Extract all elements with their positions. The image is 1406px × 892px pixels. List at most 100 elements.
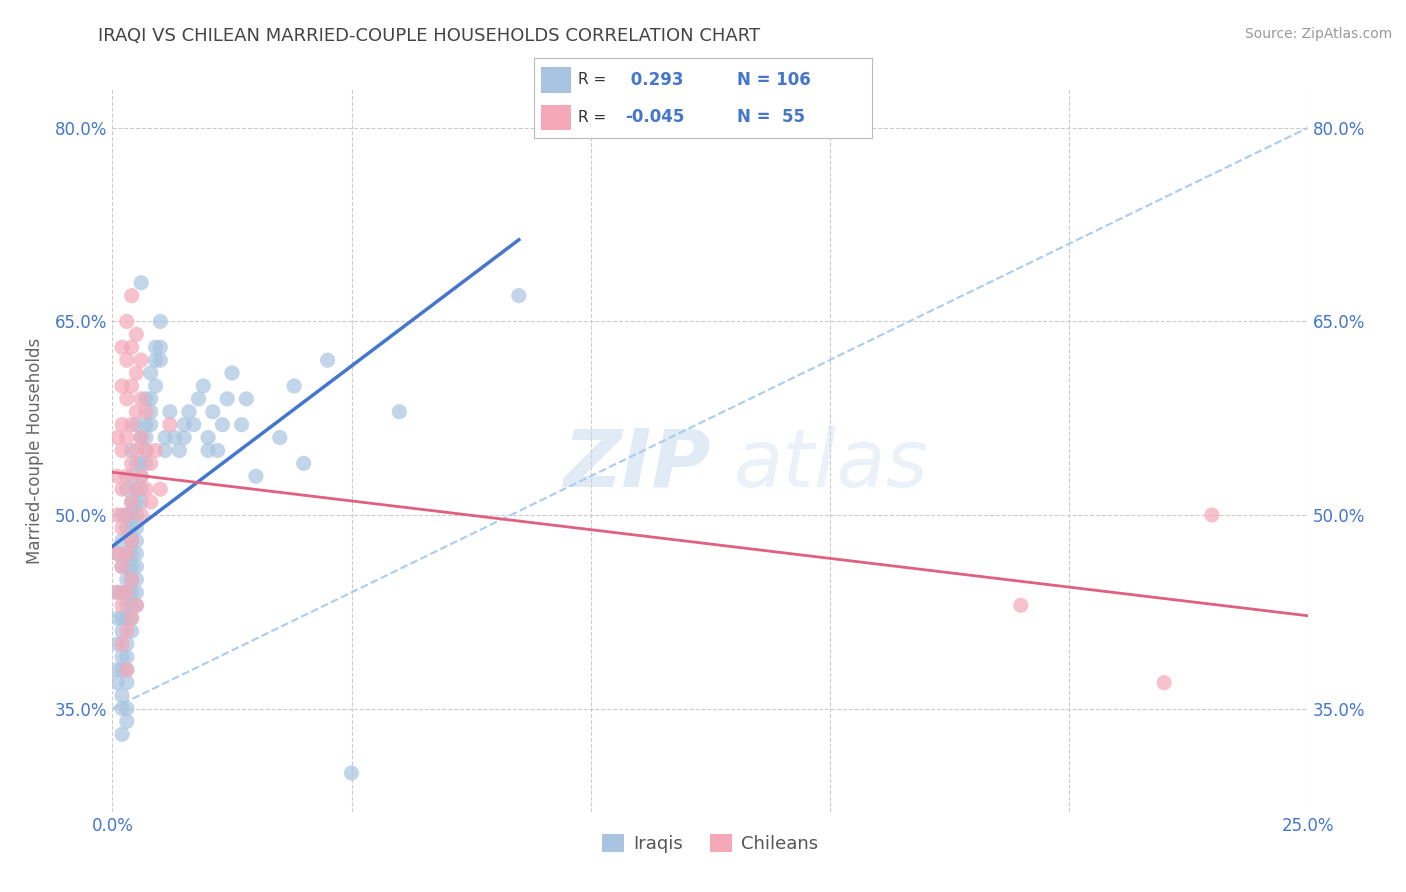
Point [149,340,172,354]
Point [115,714,138,729]
Point [111,340,134,354]
Point [121,456,143,470]
Point [105,431,128,445]
Point [121,469,143,483]
Point [508,288,530,302]
Y-axis label: Married-couple Households: Married-couple Households [25,337,44,564]
Point [159,405,181,419]
Point [129,495,152,509]
Point [111,585,134,599]
Point [169,443,191,458]
Point [115,663,138,677]
Bar [541,67,571,93]
Point [193,379,215,393]
Point [135,482,157,496]
Point [201,405,224,419]
Point [125,559,148,574]
Point [111,637,134,651]
Legend: Iraqis, Chileans: Iraqis, Chileans [595,827,825,861]
Point [1201,508,1223,522]
Point [292,456,315,470]
Text: 0.293: 0.293 [626,70,683,88]
Point [115,508,138,522]
Point [153,431,176,445]
Point [111,521,134,535]
Point [183,417,205,432]
Point [105,508,128,522]
Point [340,766,363,780]
Point [125,533,148,548]
Point [135,405,157,419]
Text: IRAQI VS CHILEAN MARRIED-COUPLE HOUSEHOLDS CORRELATION CHART: IRAQI VS CHILEAN MARRIED-COUPLE HOUSEHOL… [98,27,761,45]
Text: atlas: atlas [734,425,929,504]
Point [111,417,134,432]
Point [217,392,239,406]
Point [121,585,143,599]
Point [121,495,143,509]
Point [105,611,128,625]
Point [125,482,148,496]
Text: R =: R = [578,110,606,125]
Point [135,417,157,432]
Point [111,611,134,625]
Point [111,379,134,393]
Point [245,469,267,483]
Point [121,533,143,548]
Point [115,649,138,664]
Point [125,482,148,496]
Point [105,585,128,599]
Point [135,392,157,406]
Point [129,276,152,290]
Point [105,675,128,690]
Point [388,405,411,419]
Point [121,340,143,354]
Point [187,392,209,406]
Point [125,443,148,458]
Point [115,431,138,445]
Point [139,366,162,380]
Point [121,417,143,432]
Point [111,663,134,677]
Point [115,521,138,535]
Point [111,649,134,664]
Point [316,353,339,368]
Point [149,353,172,368]
Text: -0.045: -0.045 [626,109,685,127]
Point [231,417,253,432]
Point [163,431,186,445]
Point [221,366,243,380]
Point [111,727,134,741]
Point [115,547,138,561]
Point [115,637,138,651]
Point [125,585,148,599]
Point [139,392,162,406]
Point [111,482,134,496]
Point [135,443,157,458]
Point [153,443,176,458]
Point [125,508,148,522]
Point [125,366,148,380]
Point [139,495,162,509]
Point [121,521,143,535]
Point [207,443,229,458]
Point [125,405,148,419]
Point [135,456,157,470]
Point [125,547,148,561]
Text: N = 106: N = 106 [737,70,810,88]
Point [121,379,143,393]
Bar [541,104,571,130]
Point [121,288,143,302]
Point [121,599,143,613]
Point [145,353,167,368]
Point [111,443,134,458]
Point [211,417,233,432]
Point [115,353,138,368]
Point [125,573,148,587]
Point [115,314,138,328]
Point [145,340,167,354]
Point [139,417,162,432]
Point [115,585,138,599]
Point [283,379,305,393]
Point [115,675,138,690]
Point [115,469,138,483]
